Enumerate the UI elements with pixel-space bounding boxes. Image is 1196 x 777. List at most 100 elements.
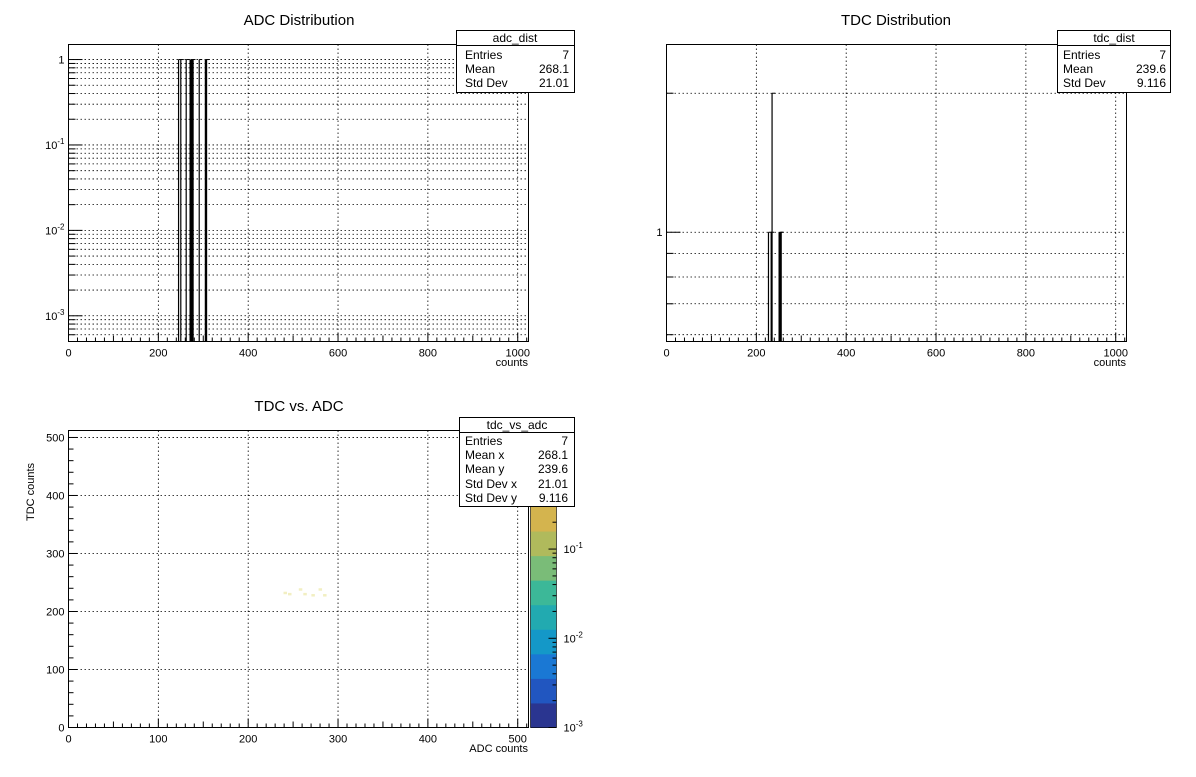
y-tick-label: 300: [46, 548, 64, 560]
stats-label: Entries: [465, 434, 502, 448]
color-scale-label: 10-2: [564, 630, 584, 645]
y-tick-label: 10-3: [45, 308, 65, 323]
grid: [68, 430, 529, 728]
stats-label: Entries: [1063, 48, 1100, 62]
stats-value: 21.01: [539, 76, 569, 90]
y-tick-label: 10-2: [45, 222, 65, 237]
stats-box: tdc_vs_adc Entries 7 Mean x 268.1 Mean y…: [459, 417, 575, 507]
tdc-distribution-panel: TDC Distribution 0 200 400 600 800 1000 1 coun…: [656, 12, 1171, 369]
axes: 0 100 200 300 400 500 0 100 200 300 400 500: [46, 432, 528, 746]
color-scale-swatch: [530, 506, 557, 532]
y-tick-label: 1: [58, 55, 64, 67]
heatmap-cell: [318, 588, 323, 591]
stats-label: Mean x: [465, 448, 504, 462]
x-tick-label: 800: [419, 348, 437, 360]
x-tick-label: 300: [329, 734, 347, 746]
heatmap-cell: [311, 594, 315, 597]
stats-label: Std Dev: [465, 76, 508, 90]
y-tick-label: 0: [58, 723, 64, 735]
color-scale-label: 10-3: [564, 720, 584, 735]
stats-box-title: tdc_dist: [1093, 31, 1135, 45]
x-axis-label: counts: [1094, 357, 1127, 369]
color-scale-swatch: [530, 653, 557, 679]
stats-value: 21.01: [538, 477, 568, 491]
y-axis-label: TDC counts: [25, 462, 37, 521]
stats-value: 239.6: [1136, 62, 1166, 76]
y-tick-label: 1: [656, 227, 662, 239]
stats-value: 7: [1159, 48, 1166, 62]
y-tick-label: 400: [46, 490, 64, 502]
color-scale-swatch: [530, 604, 557, 630]
stats-label: Entries: [465, 48, 502, 62]
y-tick-label: 200: [46, 606, 64, 618]
heatmap-cells: [283, 588, 327, 597]
histogram-bars: [177, 59, 209, 342]
stats-box-title: adc_dist: [493, 31, 538, 45]
color-scale-swatch: [530, 678, 557, 704]
x-axis-label: ADC counts: [469, 743, 528, 755]
histogram-bars: [767, 92, 784, 342]
stats-label: Std Dev: [1063, 76, 1106, 90]
color-scale-swatch: [530, 702, 557, 728]
stats-label: Std Dev y: [465, 491, 517, 505]
plot-frame: [68, 430, 529, 728]
x-tick-label: 200: [149, 348, 167, 360]
x-tick-label: 1000: [1103, 348, 1127, 360]
x-tick-label: 200: [239, 734, 257, 746]
plot-frame: [666, 44, 1127, 342]
chart-title: TDC Distribution: [841, 12, 951, 29]
y-tick-label: 10-1: [45, 137, 65, 152]
y-tick-label: 100: [46, 664, 64, 676]
stats-box: adc_dist Entries 7 Mean 268.1 Std Dev 21…: [456, 30, 575, 93]
stats-box-frame: [1057, 30, 1171, 93]
stats-box: tdc_dist Entries 7 Mean 239.6 Std Dev 9.…: [1057, 30, 1171, 93]
stats-value: 9.116: [1137, 76, 1166, 90]
plot-frame: [68, 44, 529, 342]
stats-box-frame: [456, 30, 575, 93]
chart-title: ADC Distribution: [244, 12, 355, 29]
color-scale-swatch: [530, 531, 557, 557]
stats-value: 239.6: [538, 462, 568, 476]
x-tick-label: 0: [65, 348, 71, 360]
x-tick-label: 600: [927, 348, 945, 360]
stats-value: 7: [562, 48, 569, 62]
y-tick-label: 500: [46, 432, 64, 444]
x-tick-label: 400: [239, 348, 257, 360]
color-scale-label: 10-1: [564, 541, 584, 556]
stats-value: 268.1: [539, 62, 569, 76]
stats-value: 7: [561, 434, 568, 448]
heatmap-cell: [283, 591, 288, 595]
color-scale-swatch: [530, 629, 557, 655]
adc-distribution-panel: ADC Distribution 0 200 400 600 800 1000 1 10-1 1…: [45, 12, 575, 369]
x-tick-label: 1000: [505, 348, 529, 360]
grid: [68, 44, 529, 342]
stats-value: 268.1: [538, 448, 568, 462]
stats-value: 9.116: [539, 491, 568, 505]
stats-label: Mean: [465, 62, 495, 76]
x-tick-label: 0: [65, 734, 71, 746]
x-tick-label: 100: [149, 734, 167, 746]
heatmap-cell: [323, 594, 327, 597]
x-tick-label: 800: [1017, 348, 1035, 360]
x-tick-label: 400: [419, 734, 437, 746]
stats-box-title: tdc_vs_adc: [487, 418, 548, 432]
x-tick-label: 600: [329, 348, 347, 360]
axes: 0 200 400 600 800 1000 1: [656, 92, 1128, 360]
color-scale-swatch: [530, 555, 557, 581]
stats-label: Mean y: [465, 462, 504, 476]
axes: 0 200 400 600 800 1000 1 10-1 10-2 10-3: [45, 55, 530, 360]
x-tick-label: 400: [837, 348, 855, 360]
heatmap-cell: [288, 592, 292, 596]
color-scale-swatch: [530, 580, 557, 606]
x-tick-label: 500: [509, 734, 527, 746]
stats-label: Mean: [1063, 62, 1093, 76]
x-axis-label: counts: [496, 357, 529, 369]
tdc-vs-adc-panel: TDC vs. ADC 0 100 200 300 400 500 0 100 200 300 40…: [25, 398, 583, 755]
x-tick-label: 0: [663, 348, 669, 360]
chart-title: TDC vs. ADC: [254, 398, 343, 415]
heatmap-cell: [298, 588, 303, 591]
stats-label: Std Dev x: [465, 477, 517, 491]
grid: [666, 44, 1127, 342]
x-tick-label: 200: [747, 348, 765, 360]
